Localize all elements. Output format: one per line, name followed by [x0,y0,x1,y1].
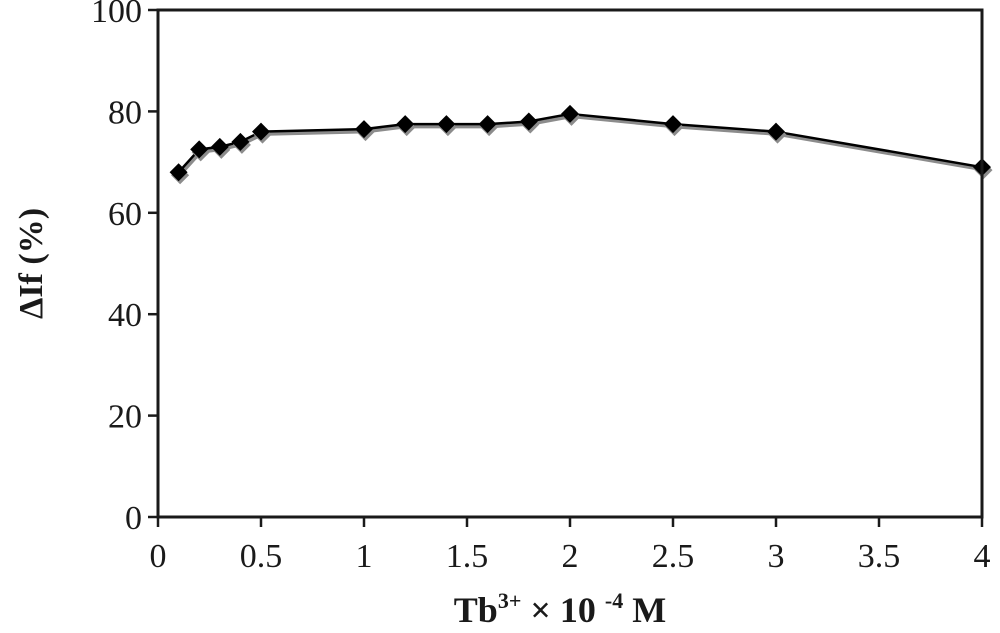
y-tick-label: 80 [108,94,142,131]
x-tick-label: 0 [150,538,167,575]
data-point [519,112,538,131]
y-tick-label: 100 [91,0,142,30]
x-axis-title: Tb3+ × 10 -4 M [454,588,666,630]
data-point [169,163,188,182]
data-point [561,104,579,123]
data-point [767,122,785,141]
x-tick-label: 4 [974,538,991,575]
y-tick-label: 20 [108,399,142,436]
x-tick-label: 3.5 [858,538,901,575]
x-tick-label: 2 [562,538,579,575]
plot-area-frame [156,8,984,519]
x-axis-title-base: Tb [454,590,498,630]
data-point [478,115,497,134]
data-point [231,132,250,151]
ticks-layer: 0 20 40 60 80 100 0 0.5 1 1.5 2 2.5 3 3.5 4 [91,0,991,575]
y-axis-title: ΔIf (%) [13,208,50,319]
data-point [664,115,682,134]
data-point [210,137,229,156]
y-tick-label: 0 [125,500,142,537]
series-line [177,112,983,174]
x-tick-label: 1 [356,538,373,575]
x-axis-title-multiplier: × 10 [521,590,605,630]
data-point [355,120,373,139]
data-point [252,122,270,141]
data-point [190,140,209,159]
data-point [437,115,456,134]
y-tick-label: 60 [108,196,142,233]
x-tick-label: 0.5 [240,538,283,575]
series-layer [169,104,993,185]
x-axis-title-exponent: -4 [605,588,623,613]
x-tick-label: 1.5 [446,538,489,575]
x-axis-title-unit: M [623,590,666,630]
x-axis-title-superscript: 3+ [498,588,522,613]
labels-layer: ΔIf (%) Tb3+ × 10 -4 M [13,208,666,630]
x-tick-label: 3 [768,538,785,575]
data-point [396,115,415,134]
x-tick-label: 2.5 [652,538,695,575]
y-tick-label: 40 [108,297,142,334]
